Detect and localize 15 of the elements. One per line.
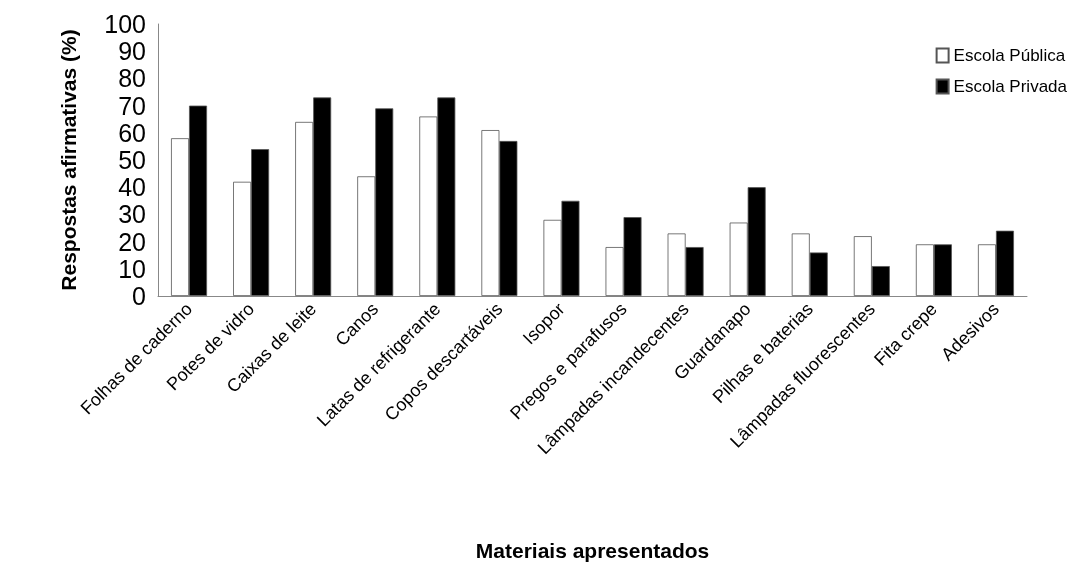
y-tick-label: 90 — [118, 37, 146, 66]
y-tick-label: 30 — [118, 200, 146, 229]
y-tick-label: 60 — [118, 118, 146, 147]
legend-label: Escola Pública — [953, 46, 1066, 65]
x-axis-title: Materiais apresentados — [475, 539, 710, 562]
y-tick-label: 0 — [132, 282, 146, 310]
y-tick-label: 40 — [118, 173, 146, 202]
y-axis-title: Respostas afirmativas (%) — [56, 29, 80, 291]
y-tick-label: 70 — [118, 91, 146, 120]
y-tick-label: 100 — [104, 10, 146, 38]
y-tick-label: 80 — [118, 64, 146, 93]
legend-label: Escola Privada — [953, 77, 1068, 96]
y-tick-label: 10 — [118, 254, 146, 283]
y-tick-label: 20 — [118, 227, 146, 256]
y-tick-label: 50 — [118, 146, 146, 174]
